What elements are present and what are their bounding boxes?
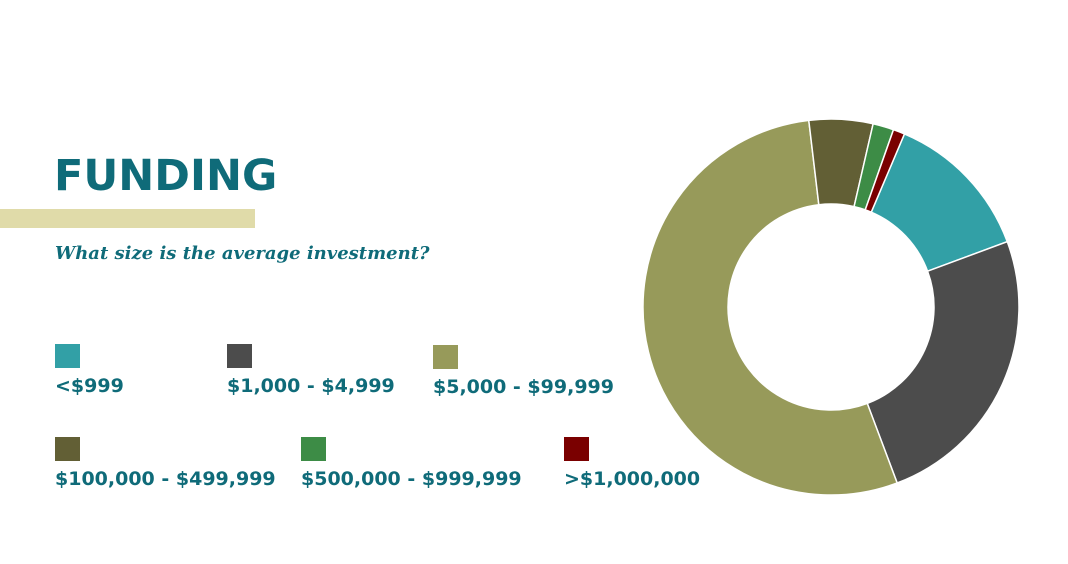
legend-swatch bbox=[55, 344, 80, 368]
legend-label: <$999 bbox=[55, 375, 124, 397]
donut-slice bbox=[864, 128, 906, 214]
legend-label: >$1,000,000 bbox=[564, 468, 701, 490]
legend-swatch bbox=[55, 437, 80, 461]
legend-item: $500,000 - $999,999 bbox=[301, 437, 522, 490]
title-underline-bar bbox=[0, 209, 255, 228]
legend-label: $500,000 - $999,999 bbox=[301, 468, 522, 490]
page-subtitle: What size is the average investment? bbox=[55, 243, 430, 264]
donut-chart bbox=[642, 118, 1020, 496]
legend-item: <$999 bbox=[55, 344, 124, 397]
legend-item: $100,000 - $499,999 bbox=[55, 437, 276, 490]
legend-label: $5,000 - $99,999 bbox=[433, 376, 614, 398]
legend-swatch bbox=[433, 345, 458, 369]
page-title: FUNDING bbox=[54, 151, 278, 201]
legend-swatch bbox=[564, 437, 589, 461]
legend-label: $100,000 - $499,999 bbox=[55, 468, 276, 490]
legend-item: >$1,000,000 bbox=[564, 437, 700, 490]
legend-label: $1,000 - $4,999 bbox=[227, 375, 395, 397]
legend-item: $1,000 - $4,999 bbox=[227, 344, 395, 397]
donut-slice bbox=[866, 240, 1020, 484]
legend-item: $5,000 - $99,999 bbox=[433, 345, 614, 398]
legend-swatch bbox=[301, 437, 326, 461]
legend-swatch bbox=[227, 344, 252, 368]
donut-slice bbox=[642, 119, 899, 496]
